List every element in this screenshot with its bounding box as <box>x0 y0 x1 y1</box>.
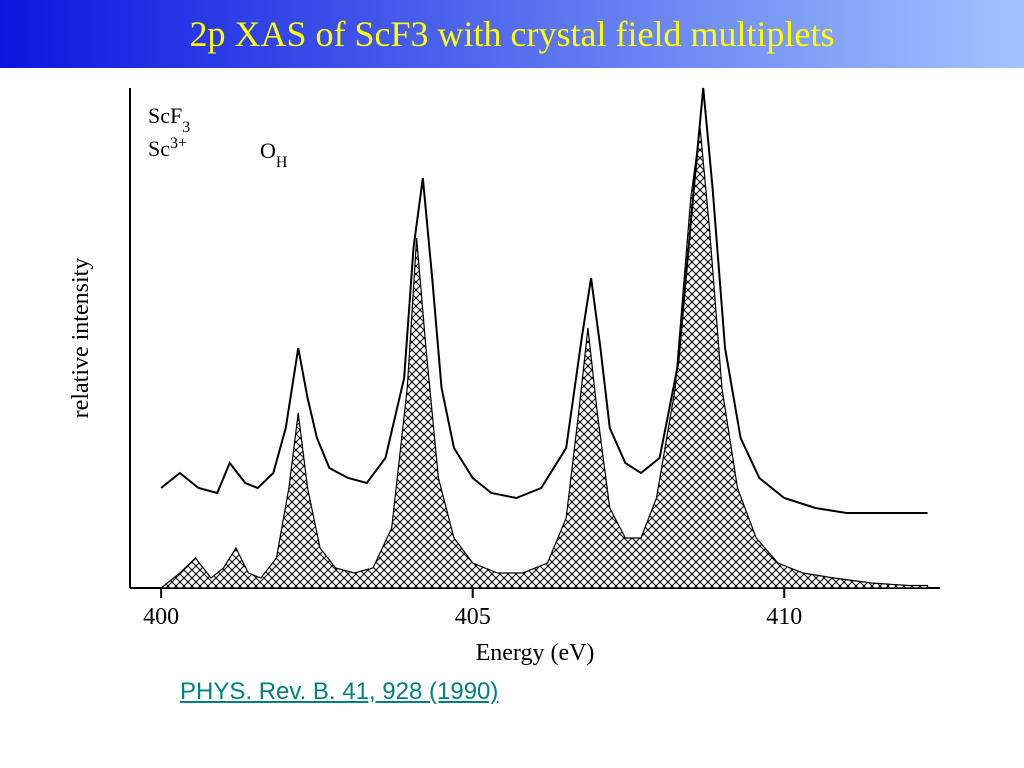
xas-spectrum-chart: 400 405 410 Energy (eV) relative intensity Sc… <box>60 78 960 668</box>
page-title: 2p XAS of ScF3 with crystal field multip… <box>190 13 835 55</box>
chart-svg: 400 405 410 Energy (eV) relative intensity Sc… <box>60 78 960 668</box>
title-bar: 2p XAS of ScF3 with crystal field multip… <box>0 0 1024 68</box>
svg-text:OH: OH <box>260 138 288 171</box>
svg-text:Energy (eV): Energy (eV) <box>476 640 595 666</box>
svg-text:410: 410 <box>766 604 802 630</box>
svg-text:ScF3: ScF3 <box>148 103 190 136</box>
svg-text:400: 400 <box>143 604 179 630</box>
citation-link[interactable]: PHYS. Rev. B. 41, 928 (1990) <box>180 678 498 706</box>
svg-text:relative intensity: relative intensity <box>68 258 94 419</box>
svg-text:Sc3+: Sc3+ <box>148 135 187 162</box>
svg-text:405: 405 <box>455 604 491 630</box>
